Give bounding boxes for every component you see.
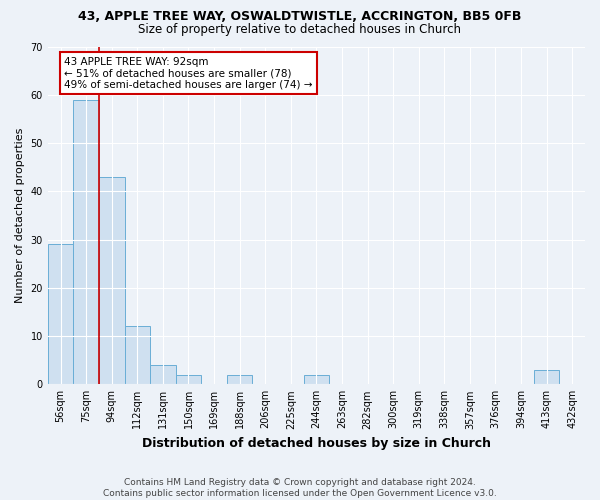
Text: Contains HM Land Registry data © Crown copyright and database right 2024.
Contai: Contains HM Land Registry data © Crown c… (103, 478, 497, 498)
Bar (176, 374, 201, 384)
Text: 43, APPLE TREE WAY, OSWALDTWISTLE, ACCRINGTON, BB5 0FB: 43, APPLE TREE WAY, OSWALDTWISTLE, ACCRI… (79, 10, 521, 23)
X-axis label: Distribution of detached houses by size in Church: Distribution of detached houses by size … (142, 437, 491, 450)
Text: 43 APPLE TREE WAY: 92sqm
← 51% of detached houses are smaller (78)
49% of semi-d: 43 APPLE TREE WAY: 92sqm ← 51% of detach… (64, 56, 313, 90)
Bar (73, 100, 99, 385)
Bar (534, 370, 559, 384)
Bar (304, 374, 329, 384)
Bar (227, 374, 253, 384)
Bar (48, 244, 73, 384)
Bar (99, 177, 125, 384)
Y-axis label: Number of detached properties: Number of detached properties (15, 128, 25, 303)
Bar (125, 326, 150, 384)
Bar (150, 365, 176, 384)
Text: Size of property relative to detached houses in Church: Size of property relative to detached ho… (139, 22, 461, 36)
